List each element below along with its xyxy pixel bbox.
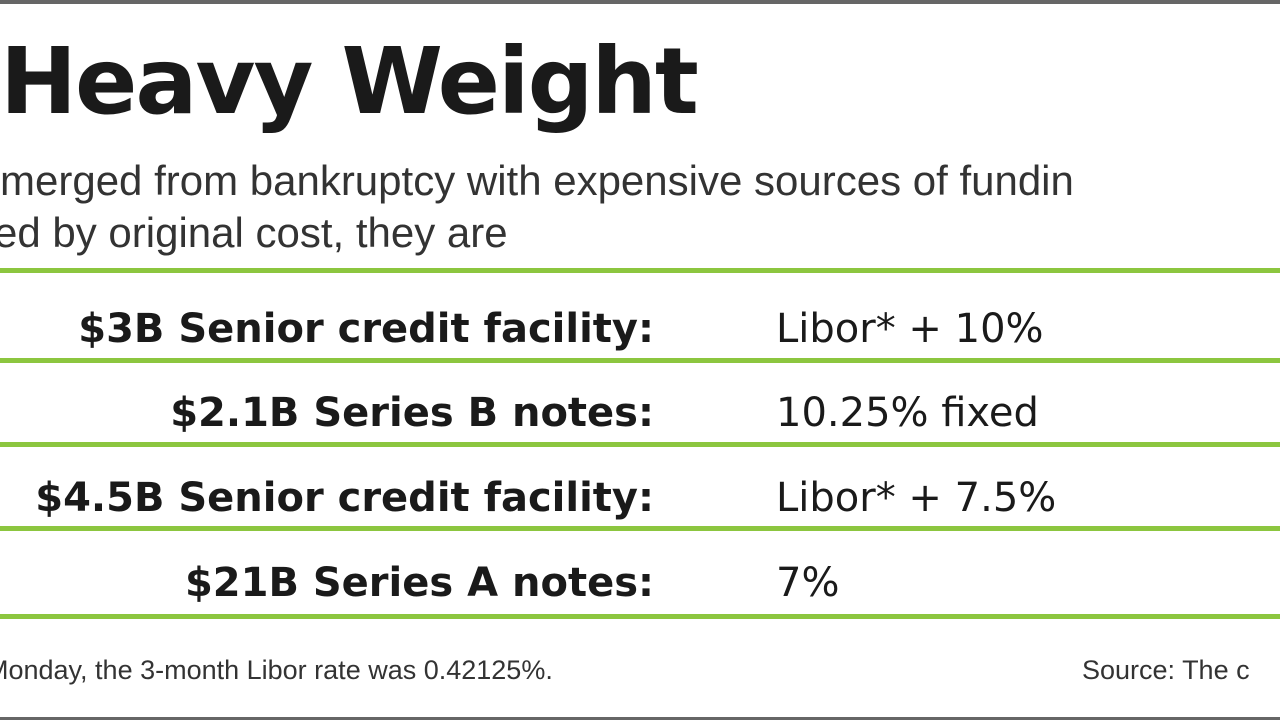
- table-rule-2: [0, 442, 1280, 447]
- chart-title: Heavy Weight: [0, 28, 699, 135]
- table-rule-bottom: [0, 614, 1280, 619]
- top-border: [0, 0, 1280, 4]
- row-label-series-b-notes: $2.1B Series B notes:: [170, 390, 654, 436]
- row-label-senior-credit-3b: $3B Senior credit facility:: [78, 306, 654, 352]
- table-rule-1: [0, 358, 1280, 363]
- table-rule-top: [0, 268, 1280, 273]
- libor-footnote: Monday, the 3-month Libor rate was 0.421…: [0, 655, 553, 685]
- row-value-senior-credit-4-5b: Libor* + 7.5%: [776, 475, 1057, 521]
- bottom-border: [0, 717, 1280, 720]
- row-label-senior-credit-4-5b: $4.5B Senior credit facility:: [35, 475, 654, 521]
- row-value-series-a-notes: 7%: [776, 560, 840, 606]
- row-value-series-b-notes: 10.25% fixed: [776, 390, 1039, 436]
- table-rule-3: [0, 526, 1280, 531]
- source-credit: Source: The c: [1082, 655, 1250, 685]
- row-value-senior-credit-3b: Libor* + 10%: [776, 306, 1044, 352]
- subtitle-line-2: ed by original cost, they are: [0, 209, 508, 256]
- row-label-series-a-notes: $21B Series A notes:: [184, 560, 654, 606]
- subtitle-line-1: merged from bankruptcy with expensive so…: [0, 157, 1074, 204]
